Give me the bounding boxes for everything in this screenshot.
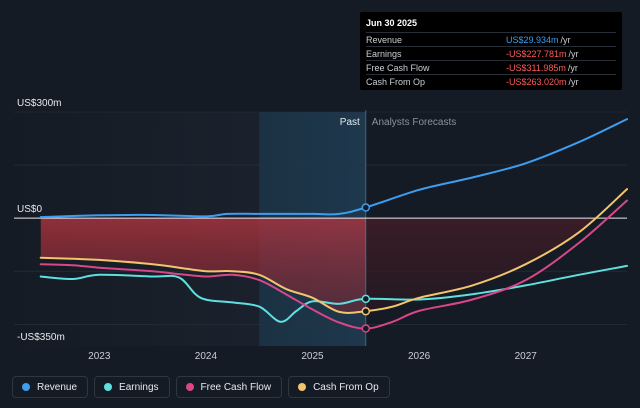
x-tick-label: 2025 <box>301 351 324 362</box>
x-tick-label: 2023 <box>88 351 111 362</box>
tooltip: Jun 30 2025 Revenue US$29.934m /yr Earni… <box>360 12 622 90</box>
y-tick-label: -US$350m <box>17 332 65 343</box>
legend-dot-icon <box>22 383 30 391</box>
series-line-revenue <box>39 118 628 219</box>
highlight-point-revenue <box>361 203 371 212</box>
legend-dot-icon <box>104 383 113 391</box>
tooltip-value: US$29.934m <box>506 34 559 45</box>
legend-dot-icon <box>298 383 307 391</box>
tooltip-date: Jun 30 2025 <box>366 18 418 28</box>
tooltip-value: -US$311.985m <box>506 62 566 73</box>
legend-item-free-cash-flow[interactable]: Free Cash Flow <box>175 376 283 398</box>
tooltip-row-free-cash-flow: Free Cash Flow -US$311.985m /yr <box>366 60 616 74</box>
highlight-point-cash-from-op <box>361 306 371 316</box>
tooltip-unit: /yr <box>560 34 571 45</box>
highlight-point-earnings <box>361 294 371 304</box>
legend-dot-icon <box>185 383 194 391</box>
tooltip-row-cash-from-op: Cash From Op -US$263.020m /yr <box>366 74 616 88</box>
legend-item-cash-from-op[interactable]: Cash From Op <box>288 376 390 398</box>
series-lines <box>39 118 628 330</box>
legend-label: Free Cash Flow <box>200 381 272 393</box>
tooltip-label: Revenue <box>366 34 403 45</box>
tooltip-label: Free Cash Flow <box>366 62 430 73</box>
negative-area-forecast <box>365 218 627 312</box>
highlight-point-free-cash-flow <box>361 324 371 333</box>
forecast-label: Analysts Forecasts <box>372 117 456 128</box>
legend-item-revenue[interactable]: Revenue <box>12 376 89 398</box>
x-tick-label: 2024 <box>195 351 218 362</box>
legend-label: Earnings <box>119 381 159 393</box>
tooltip-label: Earnings <box>366 48 402 59</box>
y-tick-label: US$300m <box>17 98 61 109</box>
legend-item-earnings[interactable]: Earnings <box>94 376 170 398</box>
y-axis-labels: US$300m US$0 -US$350m <box>17 98 65 343</box>
series-line-free-cash-flow <box>39 199 628 330</box>
past-label: Past <box>340 117 360 128</box>
x-tick-label: 2026 <box>408 351 431 362</box>
x-tick-label: 2027 <box>515 351 538 362</box>
legend: Revenue Earnings Free Cash Flow Cash Fro… <box>12 376 390 400</box>
series-line-earnings <box>39 264 628 323</box>
legend-label: Revenue <box>37 381 78 393</box>
legend-label: Cash From Op <box>313 381 379 393</box>
x-axis-labels: 2023 2024 2025 2026 2027 <box>88 351 537 362</box>
tooltip-row-revenue: Revenue US$29.934m /yr <box>366 32 616 46</box>
series-line-cash-from-op <box>39 188 628 314</box>
tooltip-label: Cash From Op <box>366 76 426 87</box>
negative-area-past <box>40 218 366 313</box>
tooltip-value: -US$263.020m <box>506 76 567 87</box>
tooltip-row-earnings: Earnings -US$227.781m /yr <box>366 46 616 60</box>
tooltip-unit: /yr <box>568 76 579 87</box>
tooltip-unit: /yr <box>567 62 578 73</box>
highlighted-points <box>361 203 371 333</box>
y-tick-label: US$0 <box>17 204 42 215</box>
tooltip-unit: /yr <box>568 48 579 59</box>
tooltip-value: -US$227.781m <box>506 48 567 59</box>
